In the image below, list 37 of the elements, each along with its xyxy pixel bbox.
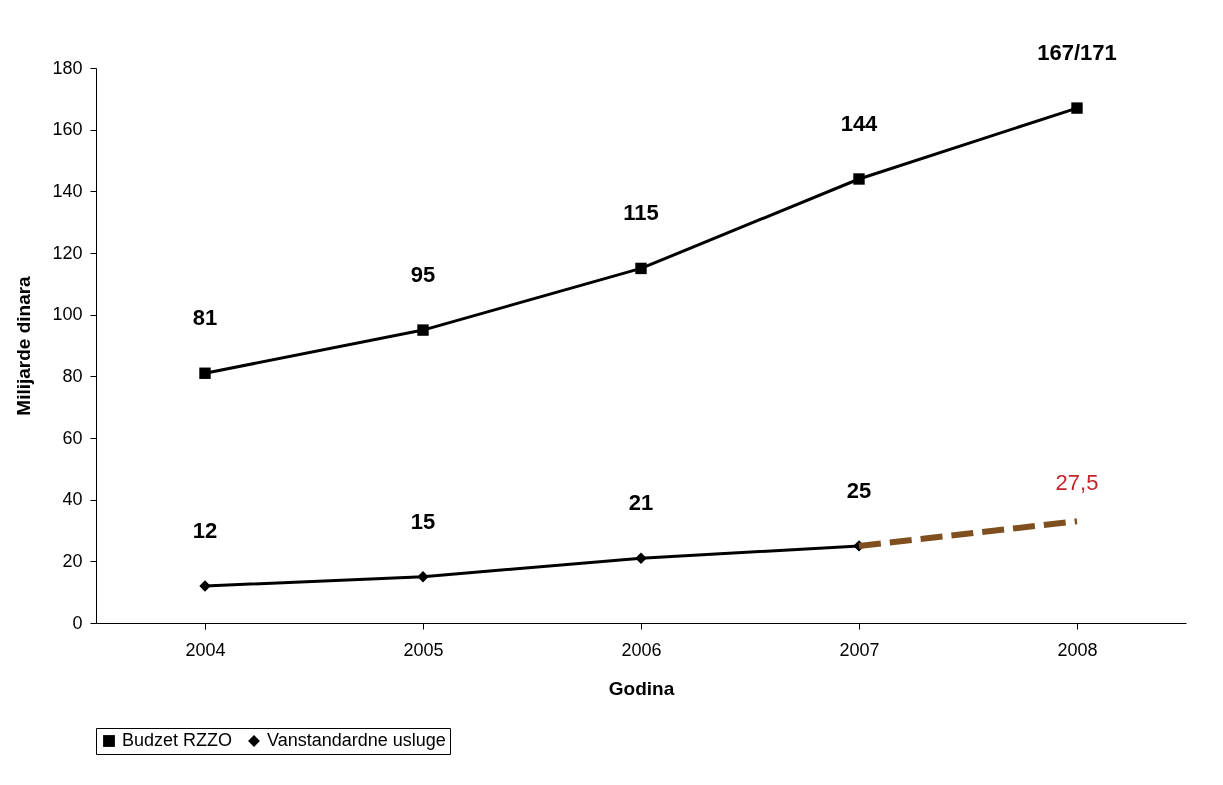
legend-label: Vanstandardne usluge [267, 730, 446, 750]
y-tick-label: 160 [52, 119, 83, 140]
y-tick-label: 100 [52, 304, 83, 325]
y-tick-label: 120 [52, 242, 83, 263]
y-tick-label: 80 [62, 365, 83, 386]
y-tick-label: 0 [72, 612, 83, 633]
x-tick-label: 2008 [1057, 639, 1098, 660]
x-tick-label: 2006 [621, 639, 662, 660]
data-label: 15 [410, 508, 436, 534]
data-label: 95 [410, 262, 436, 288]
x-tick-label: 2005 [403, 639, 444, 660]
point [417, 571, 429, 583]
y-tick-label: 60 [62, 427, 83, 448]
y-tick-label: 20 [62, 550, 83, 571]
data-label: 144 [840, 111, 879, 136]
point [1071, 102, 1083, 114]
annotation: 27,5 [1055, 470, 1099, 496]
point [199, 580, 211, 592]
data-label: 12 [192, 518, 218, 543]
point [417, 324, 429, 336]
legend-label: Budzet RZZO [122, 730, 233, 750]
y-axis-title: Milijarde dinara [13, 275, 35, 416]
data-label: 81 [192, 305, 218, 331]
x-tick-label: 2007 [839, 639, 880, 660]
y-tick-label: 40 [62, 489, 83, 510]
x-axis-title: Godina [608, 677, 675, 699]
data-label: 115 [623, 200, 659, 226]
point [199, 367, 211, 379]
data-label: 167/171 [1037, 40, 1117, 66]
point [853, 173, 865, 185]
data-label: 25 [846, 477, 872, 503]
y-tick-label: 180 [52, 57, 83, 78]
y-tick-label: 140 [52, 180, 83, 201]
data-label: 21 [628, 490, 654, 516]
point [635, 552, 647, 564]
point [635, 262, 647, 275]
x-tick-label: 2004 [185, 639, 226, 660]
